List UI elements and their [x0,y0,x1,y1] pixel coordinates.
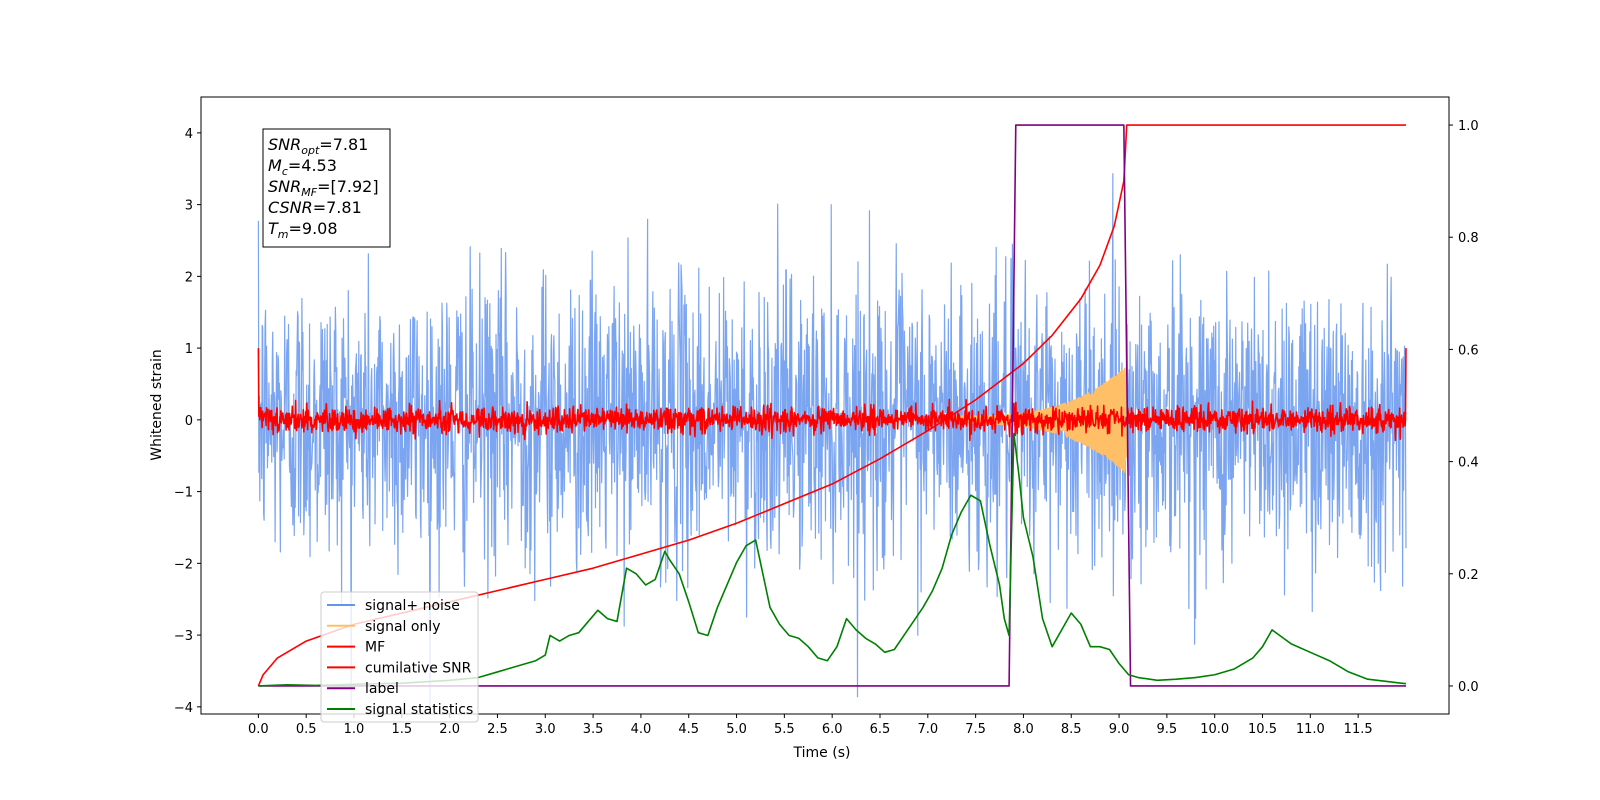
x-tick-label: 9.5 [1157,722,1178,737]
series-mf [257,348,1407,442]
x-tick-label: 5.0 [726,722,747,737]
x-tick-label: 7.0 [917,722,938,737]
legend-label: MF [365,640,385,656]
x-tick-label: 3.5 [583,722,604,737]
series-label [258,124,1406,687]
legend-frame [320,591,479,723]
y-right-tick-label: 0.0 [1458,680,1479,695]
x-tick-label: 1.5 [391,722,412,737]
y-left-tick-label: 0 [185,414,193,429]
y-left-tick-label: 2 [185,270,193,285]
legend-label: signal+ noise [365,598,460,614]
x-tick-label: 6.0 [822,722,843,737]
x-tick-label: 11.5 [1344,722,1373,737]
y-right-tick-label: 0.4 [1458,456,1479,471]
legend: signal+ noise signal only MF cumilative SNR… [320,591,479,723]
y-right-tick-label: 0.8 [1458,231,1479,246]
legend-label: signal only [365,619,440,635]
y-right-tick-label: 0.2 [1458,568,1479,583]
x-tick-label: 0.0 [248,722,269,737]
plot-frame [200,96,1450,715]
y-right-tick-label: 0.6 [1458,343,1479,358]
legend-label: label [365,681,399,697]
info-box-line: Mc=4.53 [268,156,337,178]
series-signal-statistics [258,432,1407,687]
y-left-tick-label: 3 [185,199,193,214]
x-tick-label: 8.0 [1013,722,1034,737]
y-left-tick-label: −3 [174,629,193,644]
x-tick-label: 11.0 [1296,722,1325,737]
y-left-tick-label: −4 [174,701,193,716]
x-tick-label: 6.5 [870,722,891,737]
x-axis-ticks: 0.0 0.5 1.0 1.5 2.0 2.5 3.0 3.5 4.0 4.5 5.0 5.5 6.0 6… [248,714,1373,737]
info-box-line: SNRopt=7.81 [268,135,368,157]
x-tick-label: 8.5 [1061,722,1082,737]
x-tick-label: 3.0 [535,722,556,737]
info-box-frame [262,128,391,248]
x-tick-label: 10.5 [1248,722,1277,737]
y-left-tick-label: 1 [185,342,193,357]
y-right-tick-label: 1.0 [1458,119,1479,134]
y-left-tick-label: −2 [174,557,193,572]
legend-label: cumilative SNR [365,660,472,676]
info-box-line: CSNR=7.81 [268,198,362,217]
y-left-tick-label: 4 [185,127,193,142]
x-tick-label: 4.5 [678,722,699,737]
y-left-tick-label: −1 [174,486,193,501]
y-axis-label: Whitened strain [149,349,165,460]
series-signal-noise [257,173,1407,714]
y-axis-right-ticks: 0.0 0.2 0.4 0.6 0.8 1.0 [1449,119,1479,695]
x-axis-label: Time (s) [793,745,851,761]
legend-label: signal statistics [365,702,473,718]
x-tick-label: 2.5 [487,722,508,737]
x-tick-label: 7.5 [965,722,986,737]
y-axis-left-ticks: −4 −3 −2 −1 0 1 2 3 4 [174,127,201,716]
x-tick-label: 2.0 [439,722,460,737]
info-box-line: SNRMF=[7.92] [268,177,379,199]
x-tick-label: 1.0 [344,722,365,737]
x-tick-label: 0.5 [296,722,317,737]
x-tick-label: 5.5 [774,722,795,737]
info-box-line: Tm=9.08 [268,219,338,241]
x-tick-label: 4.0 [631,722,652,737]
x-tick-label: 9.0 [1109,722,1130,737]
x-tick-label: 10.0 [1200,722,1229,737]
